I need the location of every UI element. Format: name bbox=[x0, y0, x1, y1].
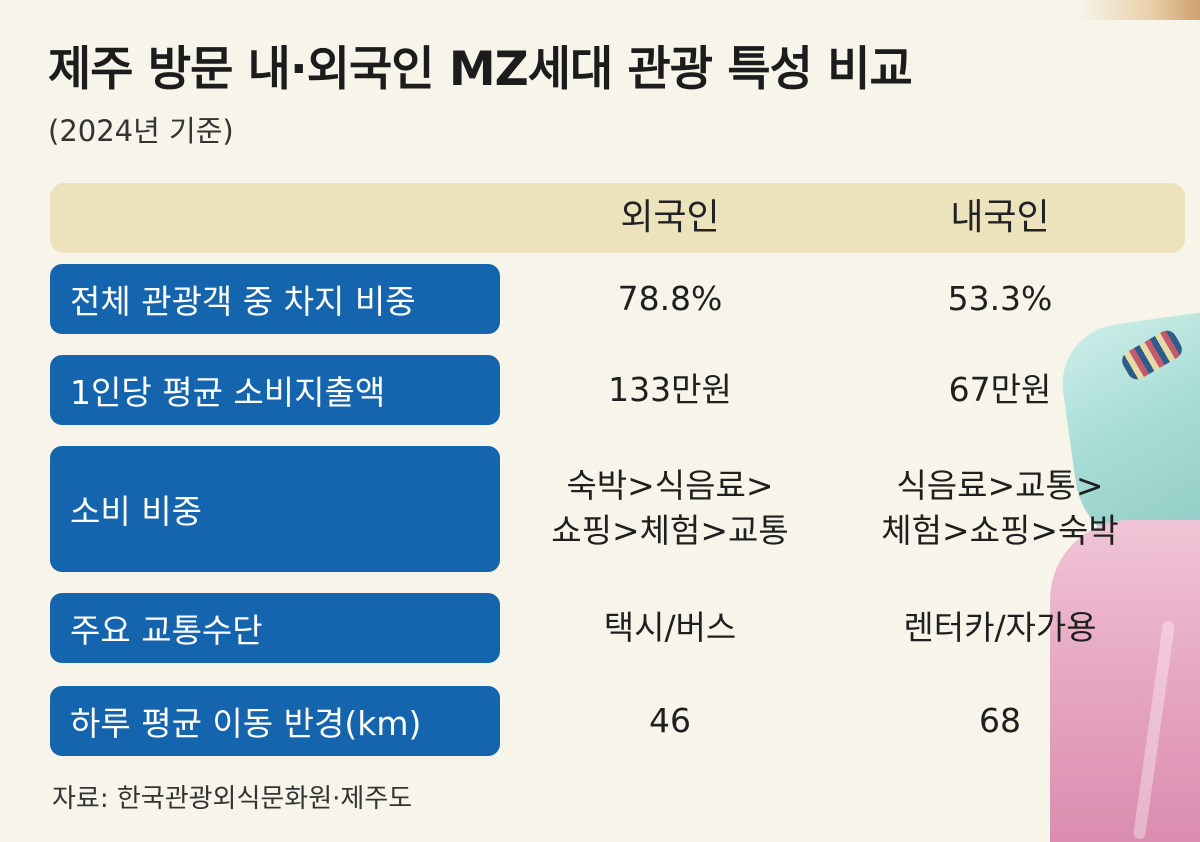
illustration-top-edge bbox=[1080, 0, 1200, 20]
row-label-radius: 하루 평균 이동 반경(km) bbox=[50, 686, 500, 756]
cell-spending-domestic: 67만원 bbox=[948, 369, 1052, 409]
chart-title: 제주 방문 내·외국인 MZ세대 관광 특성 비교 bbox=[48, 42, 913, 97]
traveler-illustration bbox=[1040, 0, 1200, 842]
cell-radius-foreign: 46 bbox=[649, 700, 691, 740]
table-header: 외국인 내국인 bbox=[50, 183, 1185, 253]
cell-transport-foreign: 택시/버스 bbox=[603, 607, 737, 647]
cell-line: 체험>쇼핑>숙박 bbox=[881, 511, 1119, 550]
illustration-skirt bbox=[1050, 520, 1200, 842]
cell-transport-domestic: 렌터카/자가용 bbox=[903, 607, 1097, 647]
cell-line: 쇼핑>체험>교통 bbox=[551, 511, 789, 550]
cell-radius-domestic: 68 bbox=[979, 700, 1021, 740]
cell-share-foreign: 78.8% bbox=[617, 278, 723, 318]
chart-subtitle: (2024년 기준) bbox=[48, 114, 234, 148]
column-header-foreign: 외국인 bbox=[620, 197, 720, 238]
row-label-text: 소비 비중 bbox=[70, 492, 202, 531]
row-label-text: 1인당 평균 소비지출액 bbox=[70, 373, 386, 412]
row-label-text: 하루 평균 이동 반경(km) bbox=[70, 704, 422, 743]
cell-spending-share-foreign: 숙박>식음료> 쇼핑>체험>교통 bbox=[505, 446, 835, 572]
cell-line: 식음료>교통> bbox=[896, 466, 1104, 506]
row-label-spending-share: 소비 비중 bbox=[50, 446, 500, 572]
column-header-domestic: 내국인 bbox=[950, 197, 1050, 238]
row-label-spending: 1인당 평균 소비지출액 bbox=[50, 355, 500, 425]
cell-share-domestic: 53.3% bbox=[947, 278, 1053, 318]
row-label-transport: 주요 교통수단 bbox=[50, 593, 500, 663]
cell-spending-foreign: 133만원 bbox=[608, 369, 732, 409]
source-note: 자료: 한국관광외식문화원·제주도 bbox=[52, 784, 413, 814]
row-label-text: 주요 교통수단 bbox=[70, 611, 263, 650]
row-label-text: 전체 관광객 중 차지 비중 bbox=[70, 282, 416, 321]
row-label-share: 전체 관광객 중 차지 비중 bbox=[50, 264, 500, 334]
cell-spending-share-domestic: 식음료>교통> 체험>쇼핑>숙박 bbox=[835, 446, 1165, 572]
cell-line: 숙박>식음료> bbox=[566, 466, 774, 506]
